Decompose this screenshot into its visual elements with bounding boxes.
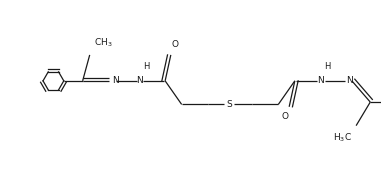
Text: N: N [136,76,142,85]
Text: N: N [112,76,119,85]
Text: N: N [317,76,324,85]
Text: H$_3$C: H$_3$C [333,131,352,144]
Text: H: H [325,63,331,71]
Text: S: S [226,100,232,109]
Text: CH$_3$: CH$_3$ [94,37,113,49]
Text: O: O [172,40,179,49]
Text: H: H [143,63,149,71]
Text: O: O [281,112,288,121]
Text: N: N [346,76,352,85]
